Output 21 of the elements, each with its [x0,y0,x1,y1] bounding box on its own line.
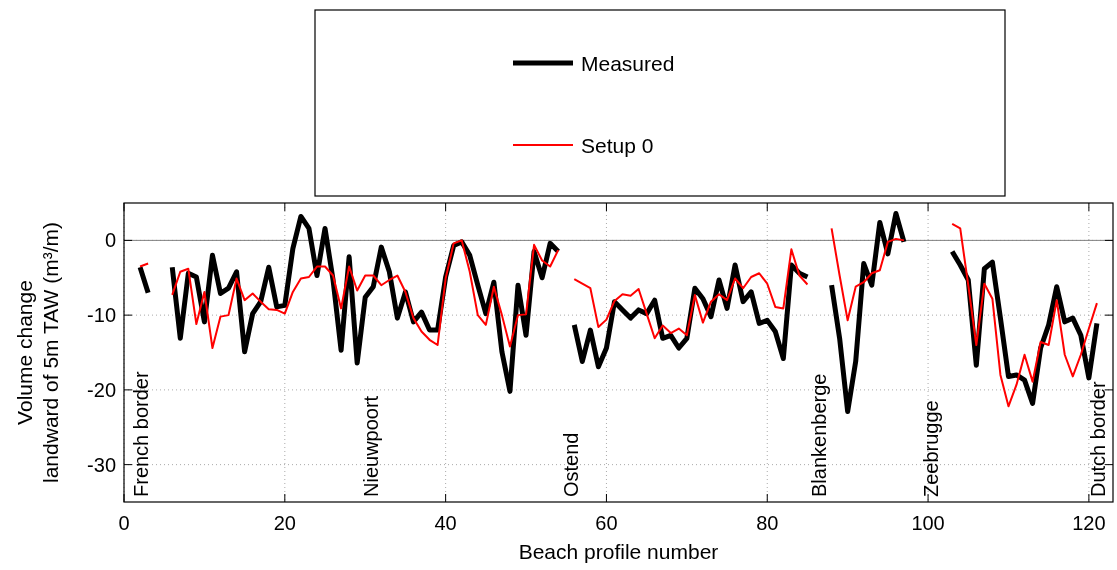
y-tick-label: -30 [87,453,116,476]
y-tick-label: -20 [87,378,116,401]
x-tick-label: 20 [273,512,296,534]
y-tick-label: -10 [87,304,116,327]
annotation: Nieuwpoort [360,395,382,497]
annotation: French border [130,371,152,497]
annotation: Blankenberge [808,373,830,497]
annotation: Zeebrugge [920,400,942,497]
x-axis-title: Beach profile number [518,540,719,563]
y-tick-label: 0 [104,229,116,252]
x-tick-label: 40 [434,512,457,534]
x-tick-label: 120 [1072,512,1106,534]
legend-label: Setup 0 [581,134,654,157]
x-tick-label: 60 [595,512,618,534]
x-tick-label: 80 [756,512,779,534]
y-axis-title: Volume change landward of 5m TAW (m³/m) [13,222,62,483]
annotation: Ostend [560,432,582,497]
x-tick-label: 100 [911,512,945,534]
x-tick-label: 0 [118,512,130,534]
legend-label: Measured [581,52,675,75]
annotation: Dutch border [1087,381,1109,497]
